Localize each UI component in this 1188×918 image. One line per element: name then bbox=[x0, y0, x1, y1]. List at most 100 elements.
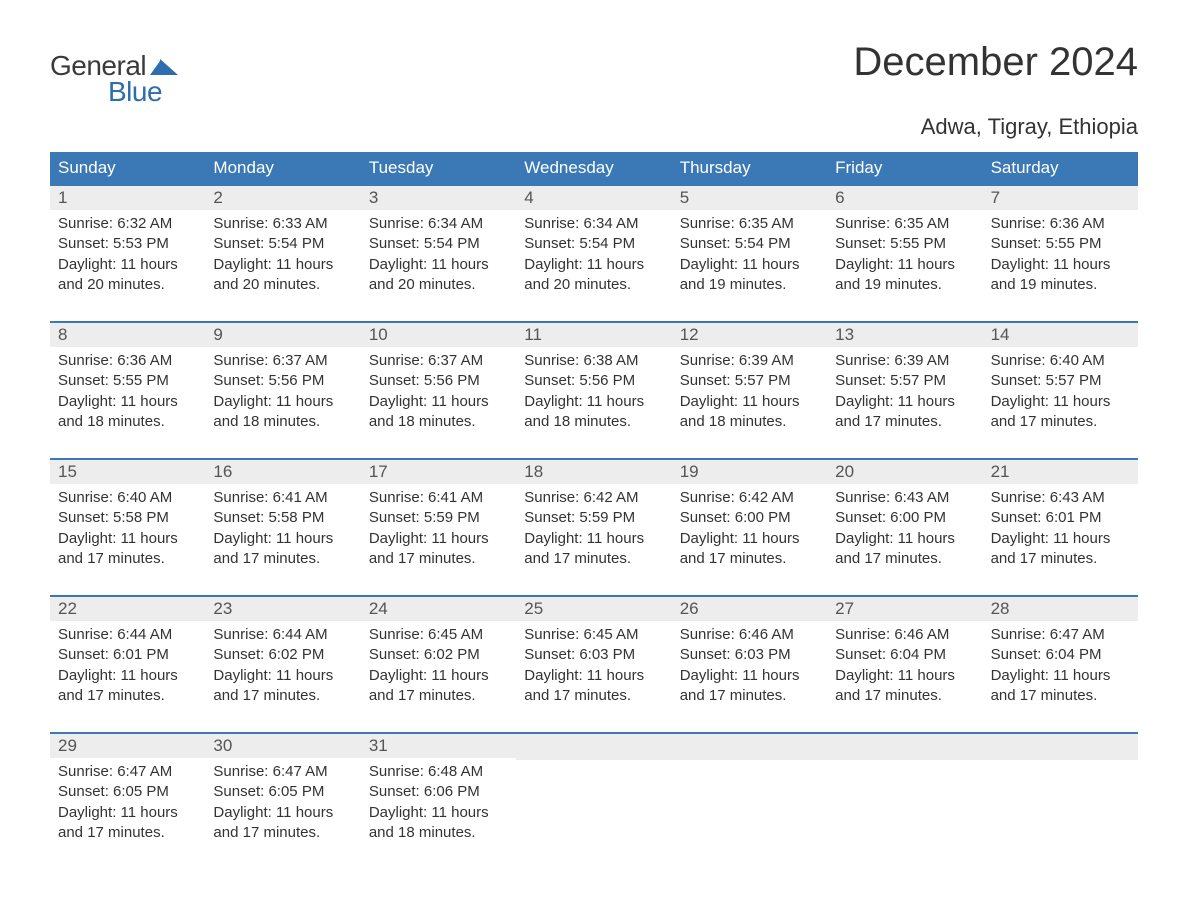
detail-line-d1: Daylight: 11 hours bbox=[58, 529, 197, 549]
calendar-cell: 10Sunrise: 6:37 AMSunset: 5:56 PMDayligh… bbox=[361, 323, 516, 440]
calendar-cell: 25Sunrise: 6:45 AMSunset: 6:03 PMDayligh… bbox=[516, 597, 671, 714]
calendar-cell: 22Sunrise: 6:44 AMSunset: 6:01 PMDayligh… bbox=[50, 597, 205, 714]
detail-line-ss: Sunset: 5:58 PM bbox=[213, 508, 352, 528]
day-number: 21 bbox=[983, 460, 1138, 484]
calendar: SundayMondayTuesdayWednesdayThursdayFrid… bbox=[50, 152, 1138, 851]
detail-line-d1: Daylight: 11 hours bbox=[835, 666, 974, 686]
calendar-cell: 7Sunrise: 6:36 AMSunset: 5:55 PMDaylight… bbox=[983, 186, 1138, 303]
detail-line-sr: Sunrise: 6:39 AM bbox=[680, 351, 819, 371]
calendar-cell bbox=[516, 734, 671, 851]
detail-line-d1: Daylight: 11 hours bbox=[213, 803, 352, 823]
detail-line-sr: Sunrise: 6:43 AM bbox=[835, 488, 974, 508]
calendar-cell: 2Sunrise: 6:33 AMSunset: 5:54 PMDaylight… bbox=[205, 186, 360, 303]
detail-line-ss: Sunset: 6:06 PM bbox=[369, 782, 508, 802]
calendar-cell: 11Sunrise: 6:38 AMSunset: 5:56 PMDayligh… bbox=[516, 323, 671, 440]
day-number: 28 bbox=[983, 597, 1138, 621]
day-number: 4 bbox=[516, 186, 671, 210]
detail-line-ss: Sunset: 5:55 PM bbox=[991, 234, 1130, 254]
detail-line-d1: Daylight: 11 hours bbox=[680, 255, 819, 275]
detail-line-sr: Sunrise: 6:45 AM bbox=[369, 625, 508, 645]
day-detail: Sunrise: 6:45 AMSunset: 6:02 PMDaylight:… bbox=[361, 621, 516, 714]
detail-line-ss: Sunset: 5:54 PM bbox=[524, 234, 663, 254]
calendar-cell: 28Sunrise: 6:47 AMSunset: 6:04 PMDayligh… bbox=[983, 597, 1138, 714]
day-detail: Sunrise: 6:34 AMSunset: 5:54 PMDaylight:… bbox=[516, 210, 671, 303]
detail-line-d2: and 17 minutes. bbox=[369, 686, 508, 706]
day-number: 8 bbox=[50, 323, 205, 347]
day-detail: Sunrise: 6:39 AMSunset: 5:57 PMDaylight:… bbox=[827, 347, 982, 440]
day-number: 29 bbox=[50, 734, 205, 758]
day-detail: Sunrise: 6:47 AMSunset: 6:04 PMDaylight:… bbox=[983, 621, 1138, 714]
detail-line-d2: and 17 minutes. bbox=[213, 686, 352, 706]
day-number: 16 bbox=[205, 460, 360, 484]
detail-line-d1: Daylight: 11 hours bbox=[680, 392, 819, 412]
detail-line-d1: Daylight: 11 hours bbox=[991, 392, 1130, 412]
calendar-cell bbox=[827, 734, 982, 851]
day-detail: Sunrise: 6:48 AMSunset: 6:06 PMDaylight:… bbox=[361, 758, 516, 851]
detail-line-sr: Sunrise: 6:40 AM bbox=[58, 488, 197, 508]
detail-line-d1: Daylight: 11 hours bbox=[680, 666, 819, 686]
detail-line-d2: and 17 minutes. bbox=[680, 686, 819, 706]
day-number: 31 bbox=[361, 734, 516, 758]
calendar-cell: 8Sunrise: 6:36 AMSunset: 5:55 PMDaylight… bbox=[50, 323, 205, 440]
detail-line-ss: Sunset: 5:54 PM bbox=[369, 234, 508, 254]
detail-line-d2: and 17 minutes. bbox=[524, 549, 663, 569]
day-number: 10 bbox=[361, 323, 516, 347]
day-number: 23 bbox=[205, 597, 360, 621]
day-detail: Sunrise: 6:44 AMSunset: 6:02 PMDaylight:… bbox=[205, 621, 360, 714]
detail-line-d2: and 18 minutes. bbox=[369, 823, 508, 843]
detail-line-ss: Sunset: 5:54 PM bbox=[680, 234, 819, 254]
detail-line-ss: Sunset: 5:58 PM bbox=[58, 508, 197, 528]
detail-line-d2: and 17 minutes. bbox=[369, 549, 508, 569]
detail-line-d2: and 17 minutes. bbox=[835, 686, 974, 706]
page-title: December 2024 bbox=[853, 40, 1138, 85]
calendar-cell: 13Sunrise: 6:39 AMSunset: 5:57 PMDayligh… bbox=[827, 323, 982, 440]
detail-line-d2: and 18 minutes. bbox=[524, 412, 663, 432]
detail-line-sr: Sunrise: 6:42 AM bbox=[524, 488, 663, 508]
day-detail: Sunrise: 6:39 AMSunset: 5:57 PMDaylight:… bbox=[672, 347, 827, 440]
detail-line-d2: and 20 minutes. bbox=[58, 275, 197, 295]
detail-line-d1: Daylight: 11 hours bbox=[524, 666, 663, 686]
detail-line-sr: Sunrise: 6:34 AM bbox=[524, 214, 663, 234]
detail-line-sr: Sunrise: 6:46 AM bbox=[835, 625, 974, 645]
day-number: 27 bbox=[827, 597, 982, 621]
detail-line-ss: Sunset: 5:54 PM bbox=[213, 234, 352, 254]
calendar-week: 29Sunrise: 6:47 AMSunset: 6:05 PMDayligh… bbox=[50, 732, 1138, 851]
day-number: 18 bbox=[516, 460, 671, 484]
calendar-header-row: SundayMondayTuesdayWednesdayThursdayFrid… bbox=[50, 152, 1138, 184]
day-number: 13 bbox=[827, 323, 982, 347]
day-number: 1 bbox=[50, 186, 205, 210]
day-number: 26 bbox=[672, 597, 827, 621]
detail-line-d1: Daylight: 11 hours bbox=[213, 392, 352, 412]
detail-line-ss: Sunset: 5:56 PM bbox=[369, 371, 508, 391]
detail-line-d1: Daylight: 11 hours bbox=[991, 529, 1130, 549]
detail-line-d1: Daylight: 11 hours bbox=[991, 666, 1130, 686]
day-number: 9 bbox=[205, 323, 360, 347]
detail-line-d1: Daylight: 11 hours bbox=[524, 255, 663, 275]
calendar-cell bbox=[983, 734, 1138, 851]
detail-line-d1: Daylight: 11 hours bbox=[835, 255, 974, 275]
day-detail: Sunrise: 6:45 AMSunset: 6:03 PMDaylight:… bbox=[516, 621, 671, 714]
detail-line-ss: Sunset: 5:53 PM bbox=[58, 234, 197, 254]
day-detail: Sunrise: 6:40 AMSunset: 5:58 PMDaylight:… bbox=[50, 484, 205, 577]
detail-line-ss: Sunset: 6:04 PM bbox=[991, 645, 1130, 665]
calendar-cell: 5Sunrise: 6:35 AMSunset: 5:54 PMDaylight… bbox=[672, 186, 827, 303]
logo-text-blue: Blue bbox=[108, 76, 162, 108]
day-number: 19 bbox=[672, 460, 827, 484]
day-detail: Sunrise: 6:36 AMSunset: 5:55 PMDaylight:… bbox=[50, 347, 205, 440]
day-header-cell: Sunday bbox=[50, 152, 205, 184]
detail-line-d2: and 17 minutes. bbox=[524, 686, 663, 706]
day-number: 12 bbox=[672, 323, 827, 347]
detail-line-d2: and 17 minutes. bbox=[58, 823, 197, 843]
detail-line-sr: Sunrise: 6:45 AM bbox=[524, 625, 663, 645]
location-text: Adwa, Tigray, Ethiopia bbox=[50, 114, 1138, 140]
day-detail: Sunrise: 6:41 AMSunset: 5:58 PMDaylight:… bbox=[205, 484, 360, 577]
detail-line-sr: Sunrise: 6:48 AM bbox=[369, 762, 508, 782]
day-header-cell: Thursday bbox=[672, 152, 827, 184]
detail-line-ss: Sunset: 5:59 PM bbox=[369, 508, 508, 528]
detail-line-d2: and 17 minutes. bbox=[991, 549, 1130, 569]
detail-line-d2: and 18 minutes. bbox=[369, 412, 508, 432]
detail-line-ss: Sunset: 6:00 PM bbox=[680, 508, 819, 528]
day-number: 11 bbox=[516, 323, 671, 347]
calendar-cell: 27Sunrise: 6:46 AMSunset: 6:04 PMDayligh… bbox=[827, 597, 982, 714]
detail-line-d1: Daylight: 11 hours bbox=[213, 255, 352, 275]
